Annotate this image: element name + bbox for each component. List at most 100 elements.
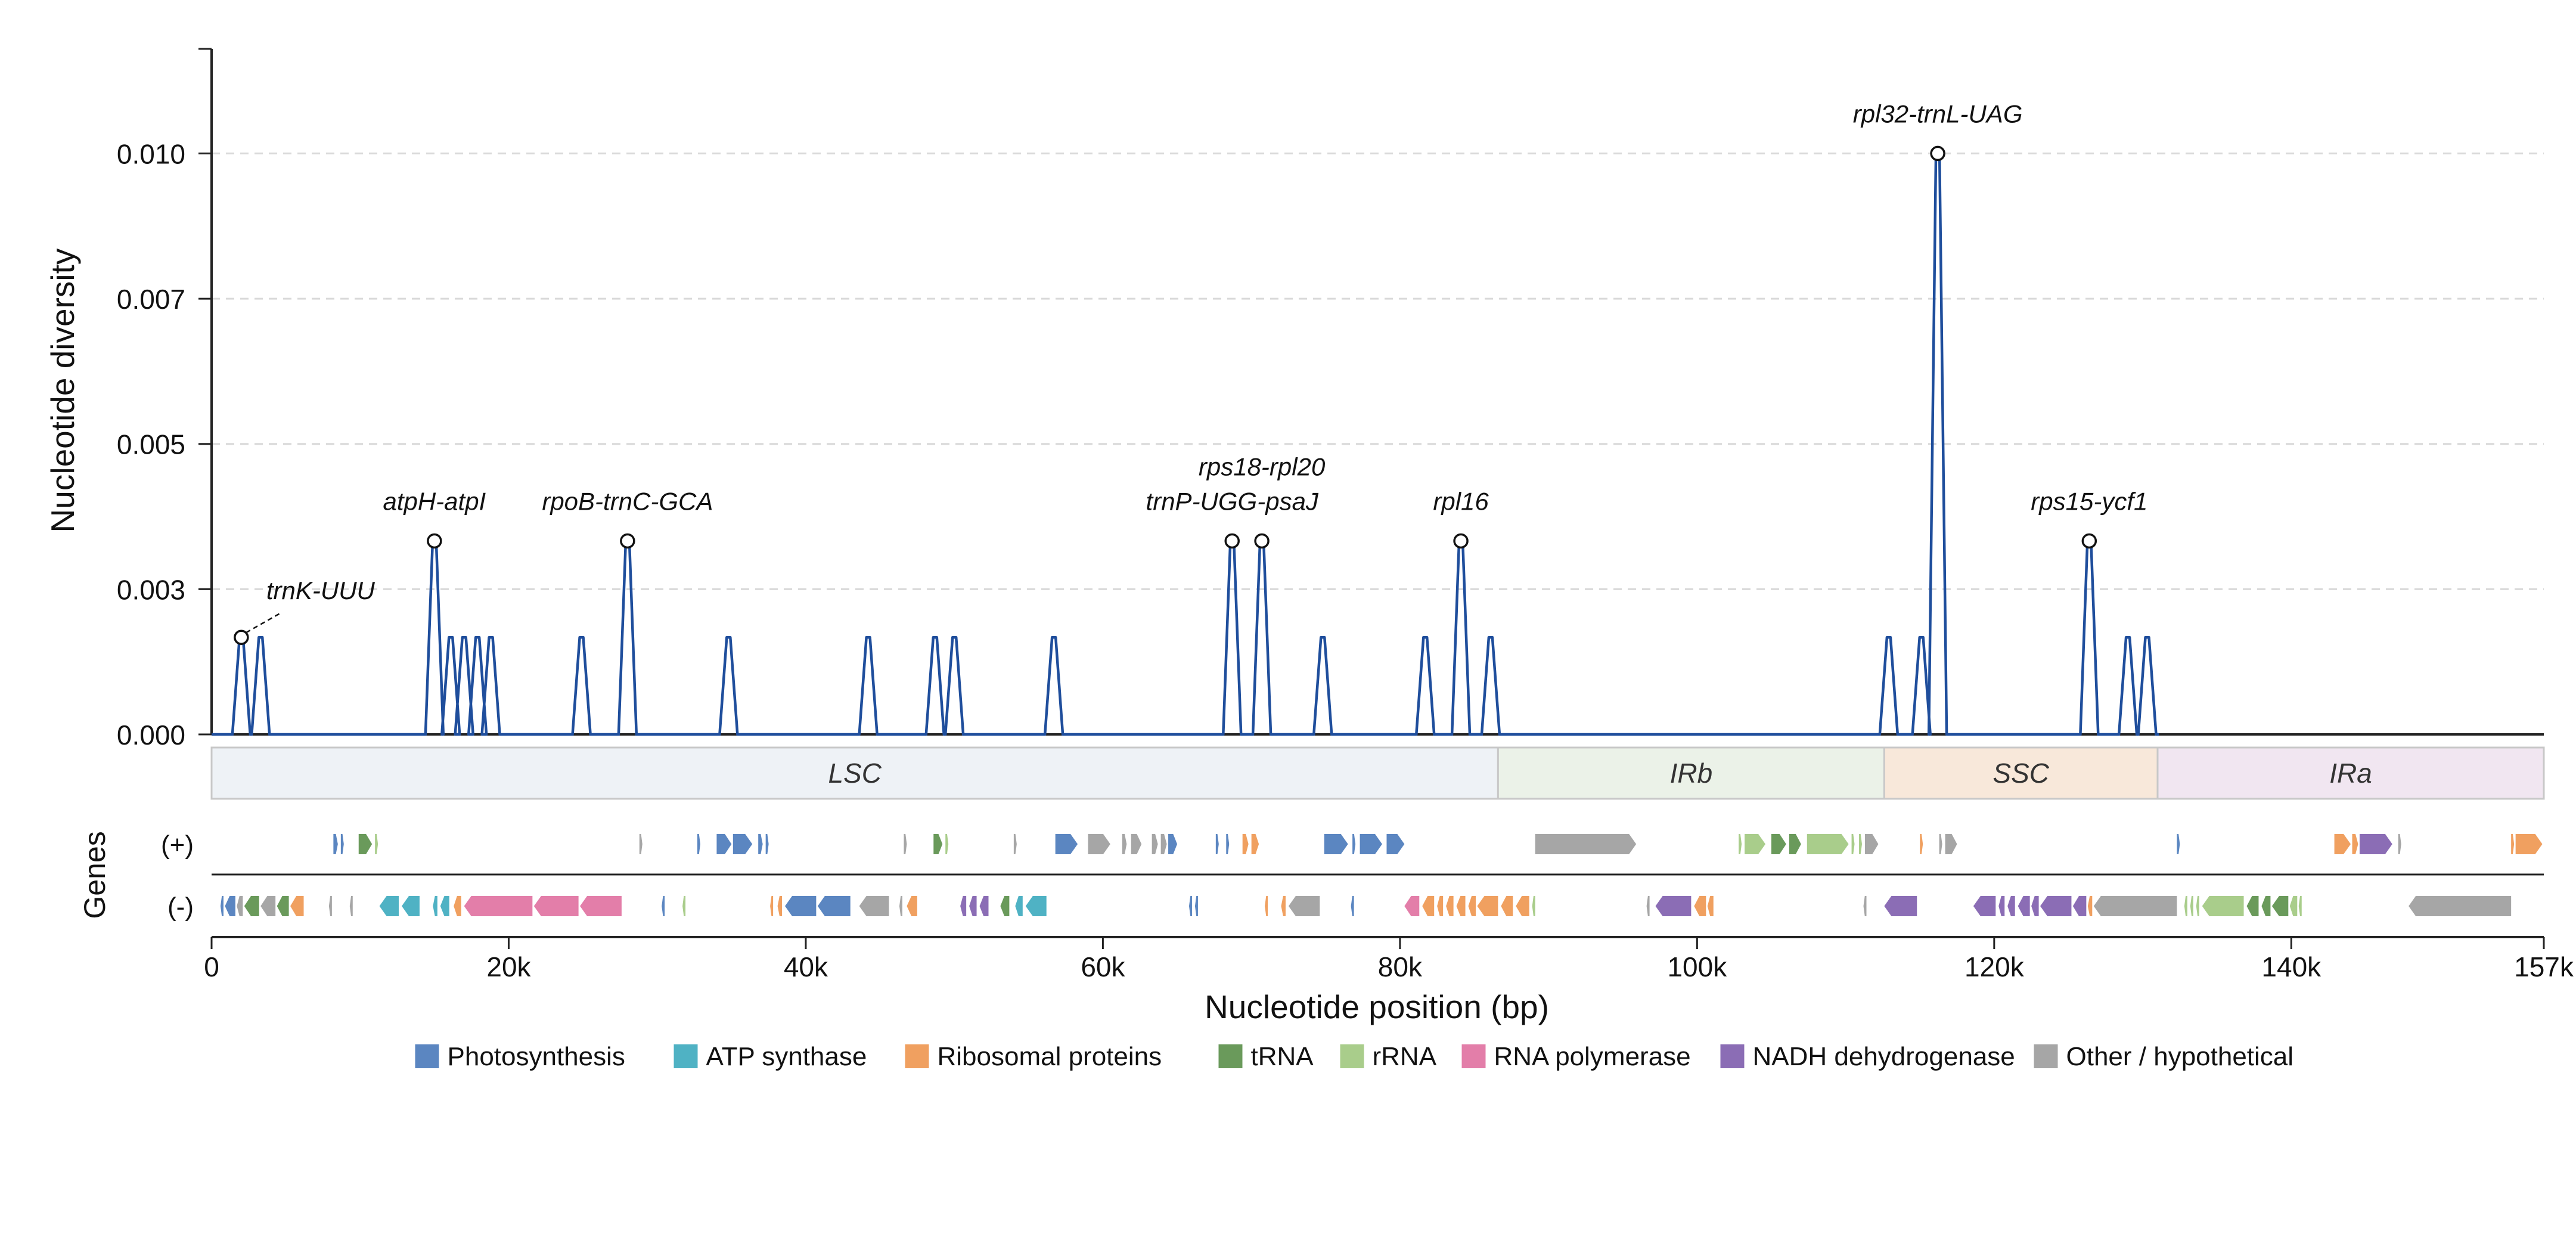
gene-arrow (2511, 834, 2515, 854)
legend-swatch (2034, 1044, 2058, 1068)
region-band (1883, 746, 2159, 800)
gene-arrow (2072, 896, 2087, 916)
region-band (2156, 746, 2545, 800)
gene-arrow (340, 834, 344, 854)
gene-arrow (2184, 896, 2187, 916)
gene-arrow (290, 896, 304, 916)
gene-arrow (433, 896, 437, 916)
gene-arrow (237, 896, 243, 916)
gene-arrow (2352, 834, 2358, 854)
gene-arrow (945, 834, 949, 854)
legend-swatch (1218, 1044, 1243, 1068)
peak-label: rps18-rpl20 (1199, 452, 1326, 480)
legend: Photosynthesis ATP synthase Ribosomal prot… (415, 1042, 2294, 1071)
region-label: SSC (1992, 758, 2049, 789)
x-tick-label: 100k (1667, 951, 1727, 982)
gene-arrow (440, 896, 449, 916)
peak-label: atpH-atpI (383, 487, 486, 515)
x-tick-label: 0 (204, 951, 219, 982)
gene-arrow (933, 834, 943, 854)
y-tick-label: 0.007 (117, 284, 185, 315)
legend-swatch (415, 1044, 439, 1068)
gene-arrow (1771, 834, 1786, 854)
y-tick-label: 0.010 (117, 138, 185, 169)
region-label: LSC (828, 758, 882, 789)
gene-arrow (1404, 896, 1420, 916)
gene-arrow (225, 896, 235, 916)
gene-arrow (1920, 834, 1923, 854)
gene-arrow (454, 896, 461, 916)
gene-arrow (1694, 896, 1706, 916)
gene-arrow (1864, 834, 1879, 854)
gene-arrow (2261, 896, 2271, 916)
legend-label: tRNA (1251, 1042, 1314, 1071)
gene-arrow (1468, 896, 1476, 916)
gene-arrow (1088, 834, 1110, 854)
gene-arrow (1122, 834, 1127, 854)
gene-arrow (716, 834, 732, 854)
gene-arrow (2409, 896, 2512, 916)
gene-arrow (533, 896, 579, 916)
gene-arrow (580, 896, 622, 916)
legend-swatch (1461, 1044, 1486, 1068)
gene-arrow (777, 896, 783, 916)
gene-arrow (1807, 834, 1849, 854)
gene-arrow (2515, 834, 2543, 854)
gene-arrow (1265, 896, 1268, 916)
gene-arrow (2202, 896, 2244, 916)
x-tick-label: 157k (2514, 951, 2574, 982)
y-tick-label: 0.000 (117, 720, 185, 751)
y-tick-label: 0.003 (117, 574, 185, 605)
peak-label: rpl16 (1433, 487, 1489, 515)
gene-arrow (1025, 896, 1047, 916)
x-tick-label: 60k (1081, 951, 1125, 982)
gene-arrow (2359, 834, 2392, 854)
region-band (210, 746, 1499, 800)
legend-label: NADH dehydrogenase (1753, 1042, 2015, 1071)
minus-strand-label: (-) (167, 892, 194, 922)
gene-arrow (1013, 834, 1017, 854)
legend-label: Photosynthesis (448, 1042, 625, 1071)
gene-arrow (2246, 896, 2259, 916)
peak-marker (234, 629, 249, 645)
legend-label: Other / hypothetical (2066, 1042, 2294, 1071)
gene-arrow (904, 834, 907, 854)
gene-arrow (1188, 896, 1192, 916)
region-band (1497, 746, 1885, 800)
gene-arrow (358, 834, 373, 854)
gene-arrow (1535, 834, 1637, 854)
gene-arrow (2196, 896, 2199, 916)
gene-arrow (2007, 896, 2015, 916)
gene-arrow (1851, 834, 1855, 854)
gene-arrow (1532, 896, 1535, 916)
legend-label: Ribosomal proteins (938, 1042, 1162, 1071)
gene-arrow (2190, 896, 2193, 916)
legend-label: rRNA (1373, 1042, 1437, 1071)
gene-arrow (1131, 834, 1142, 854)
gene-arrow (1422, 896, 1435, 916)
legend-label: RNA polymerase (1494, 1042, 1691, 1071)
gene-arrow (2093, 896, 2177, 916)
gene-arrow (1281, 896, 1286, 916)
gene-arrow (1437, 896, 1444, 916)
gene-arrow (375, 834, 378, 854)
gene-arrow (770, 896, 774, 916)
gene-arrow (907, 896, 917, 916)
gene-arrow (1288, 896, 1320, 916)
gene-arrow (1739, 834, 1742, 854)
gene-arrow (1939, 834, 1942, 854)
peak-label: rpoB-trnC-GCA (542, 487, 713, 515)
peak-marker (1930, 145, 1945, 162)
gene-arrow (1859, 834, 1863, 854)
peak-label: rps15-ycf1 (2031, 487, 2147, 515)
gene-track-label: Genes (78, 831, 111, 919)
peak-marker (2081, 533, 2097, 549)
gene-arrow (899, 896, 902, 916)
gene-arrow (1973, 896, 1996, 916)
gene-arrow (2087, 896, 2093, 916)
diversity-series (212, 152, 2159, 736)
gene-arrow (1226, 834, 1230, 854)
gene-arrow (979, 896, 989, 916)
gene-arrow (1789, 834, 1801, 854)
